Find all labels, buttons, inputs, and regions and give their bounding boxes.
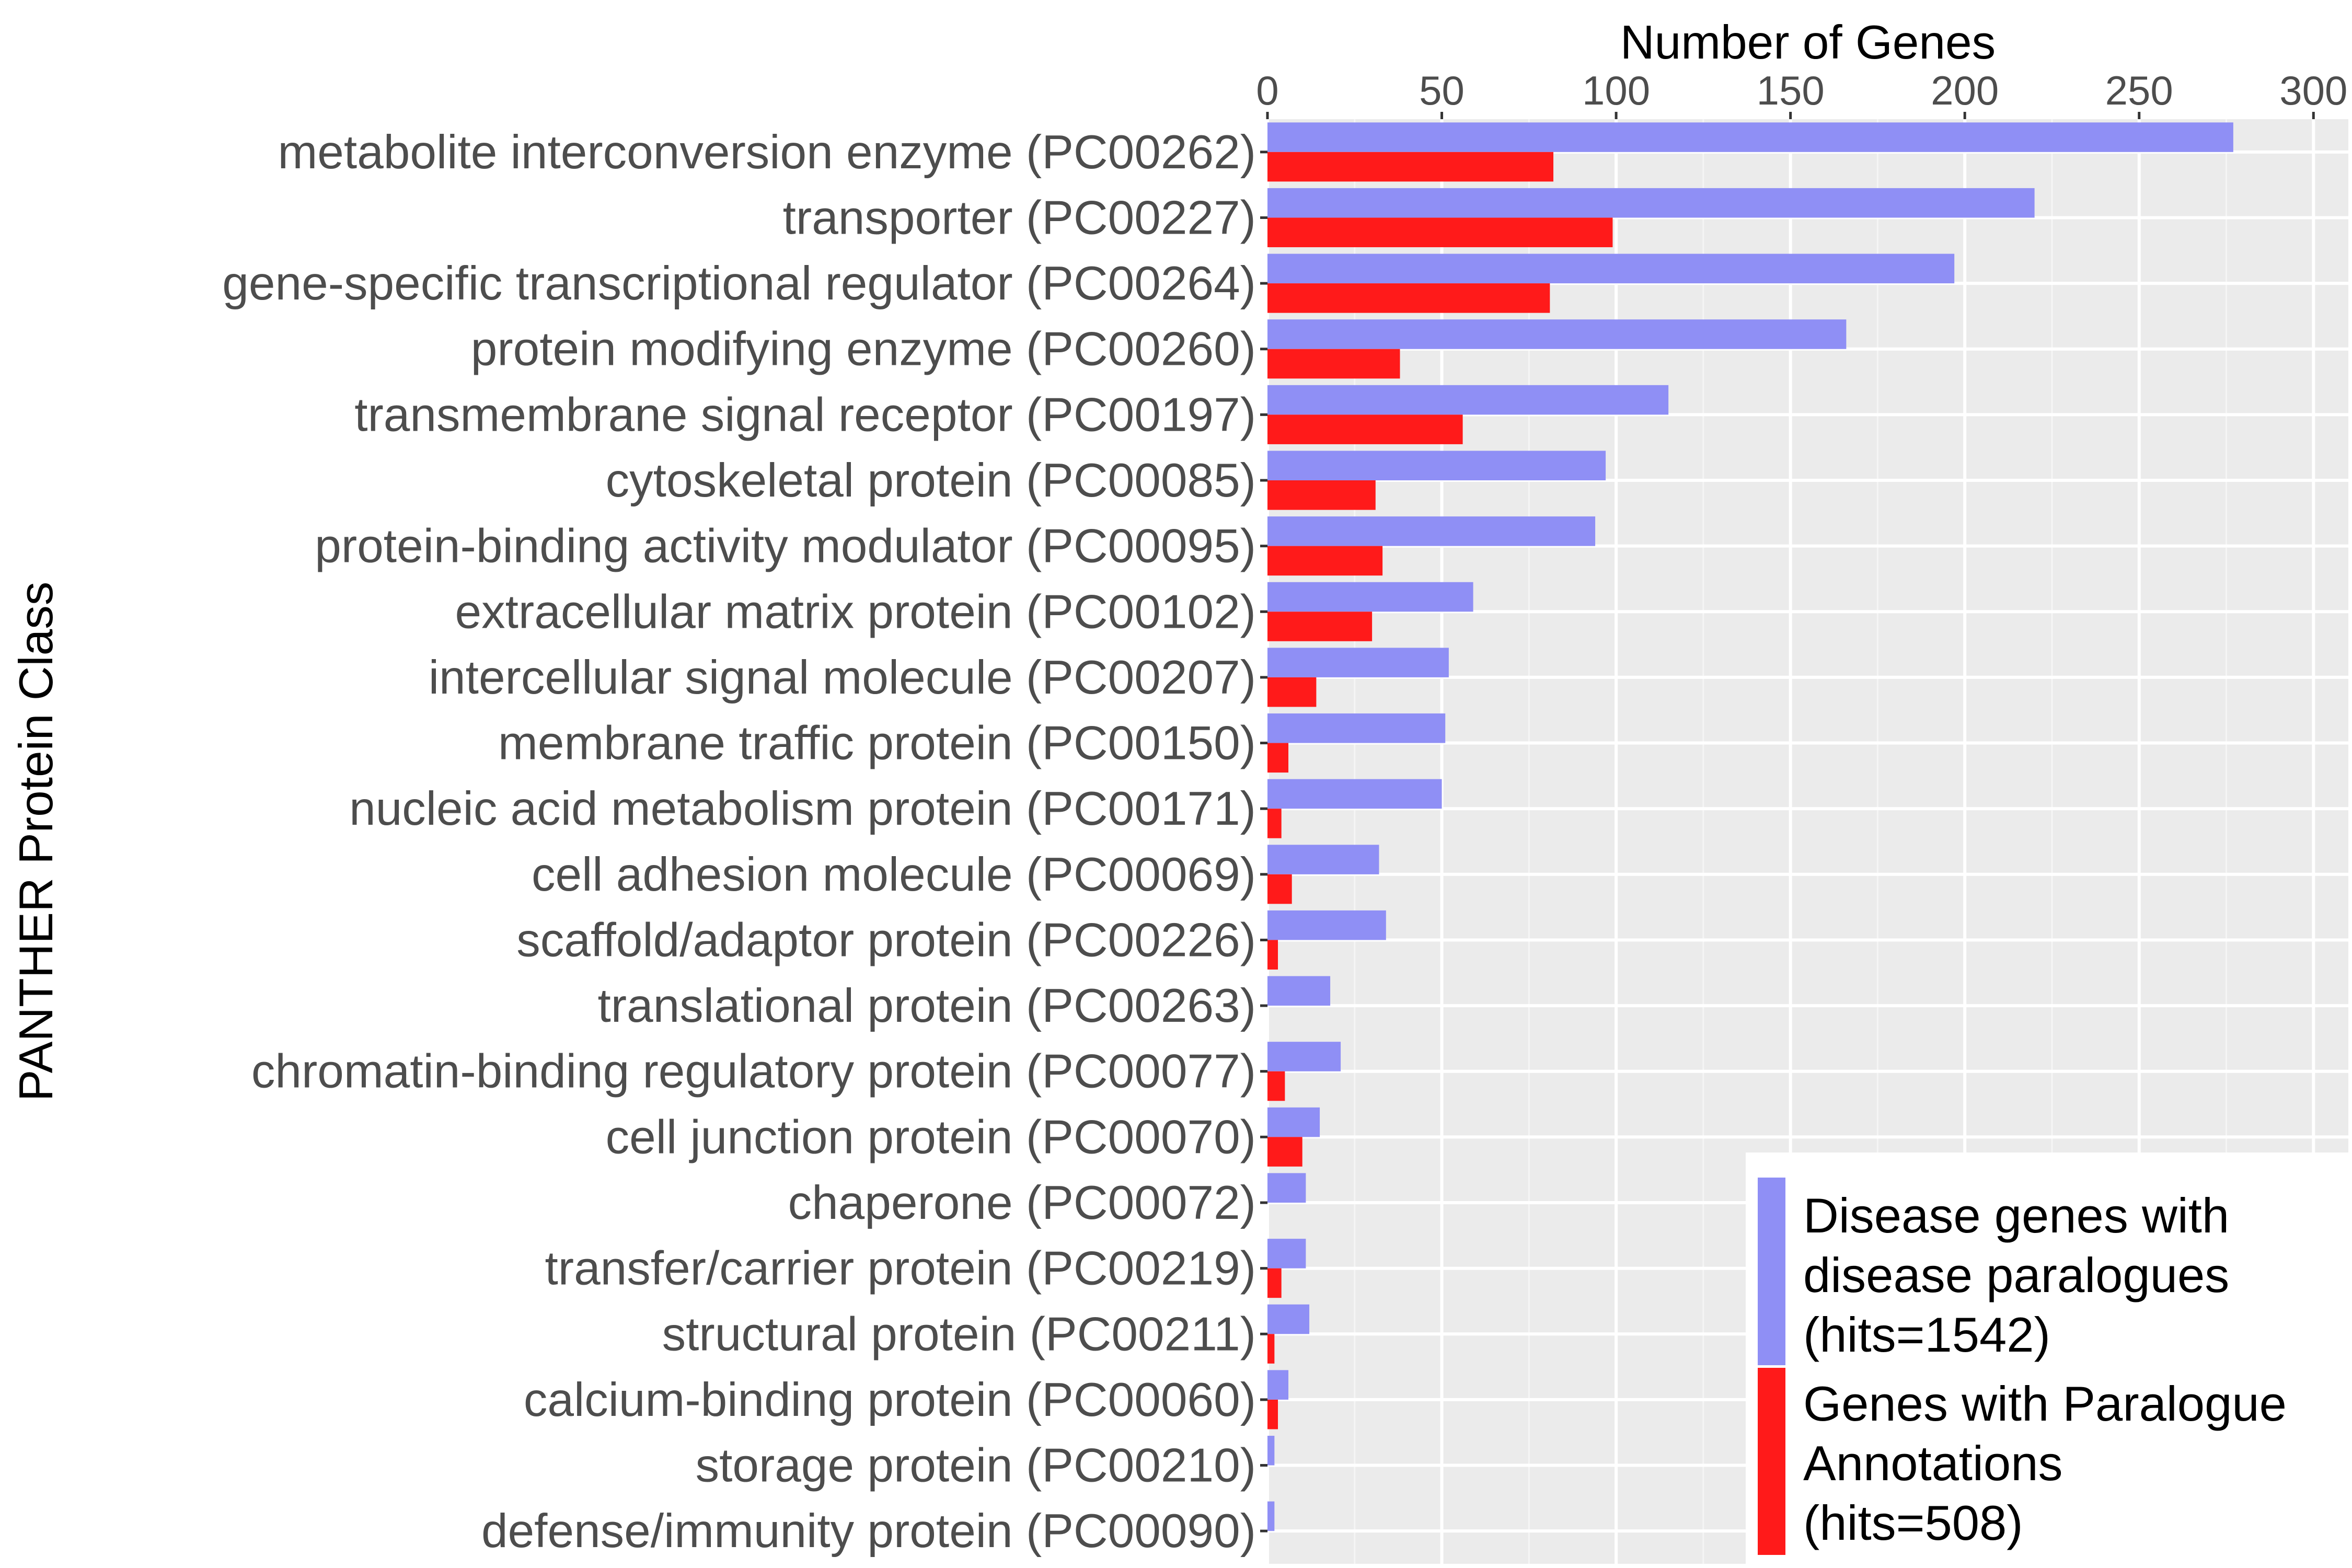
category-label: gene-specific transcriptional regulator … [222,257,1256,310]
bar-disease-genes [1267,253,1955,284]
x-tick-label: 200 [1931,67,1999,113]
category-labels: metabolite interconversion enzyme (PC002… [222,126,1267,1558]
legend-line: (hits=508) [1803,1495,2023,1550]
legend-key-disease-genes [1758,1178,1785,1365]
category-label: cell junction protein (PC00070) [606,1111,1256,1163]
category-label: nucleic acid metabolism protein (PC00171… [349,782,1256,835]
bar-paralogue-annotations [1267,1268,1282,1298]
legend-line: Disease genes with [1803,1188,2229,1243]
bar-paralogue-annotations [1267,283,1550,313]
bar-disease-genes [1267,910,1386,940]
category-label: transfer/carrier protein (PC00219) [545,1242,1256,1295]
category-label: protein-binding activity modulator (PC00… [315,520,1256,573]
bar-disease-genes [1267,1042,1341,1071]
category-label: calcium-binding protein (PC00060) [524,1374,1256,1426]
bar-paralogue-annotations [1267,217,1613,247]
category-label: cell adhesion molecule (PC00069) [532,848,1256,901]
x-tick-label: 250 [2105,67,2173,113]
category-label: metabolite interconversion enzyme (PC002… [278,126,1256,179]
bar-disease-genes [1267,582,1473,612]
legend-label-disease-genes: Disease genes with disease paralogues (h… [1803,1188,2243,1362]
bar-paralogue-annotations [1267,546,1383,576]
bar-disease-genes [1267,1436,1275,1466]
category-label: cytoskeletal protein (PC00085) [606,454,1256,507]
x-tick-label: 100 [1582,67,1650,113]
bar-disease-genes [1267,845,1379,874]
bar-disease-genes [1267,1107,1320,1137]
bar-disease-genes [1267,1370,1289,1400]
y-axis-title: PANTHER Protein Class [10,582,63,1102]
legend-background [1746,1152,2352,1568]
legend: Disease genes with disease paralogues (h… [1746,1152,2352,1568]
x-tick-label: 0 [1256,67,1278,113]
bar-disease-genes [1267,1239,1306,1269]
x-axis-title: Number of Genes [1620,16,1996,69]
bar-paralogue-annotations [1267,349,1400,379]
bar-disease-genes [1267,319,1847,349]
bar-disease-genes [1267,385,1669,415]
category-label: storage protein (PC00210) [696,1439,1256,1492]
category-label: chromatin-binding regulatory protein (PC… [251,1045,1256,1098]
bar-disease-genes [1267,122,2233,152]
category-label: intercellular signal molecule (PC00207) [429,651,1256,704]
legend-line: (hits=1542) [1803,1307,2050,1362]
category-label: extracellular matrix protein (PC00102) [455,585,1256,638]
bar-paralogue-annotations [1267,809,1282,838]
bar-disease-genes [1267,1501,1275,1531]
bar-paralogue-annotations [1267,1399,1278,1429]
bars [1267,122,2233,1531]
bar-disease-genes [1267,779,1442,809]
bar-disease-genes [1267,1304,1310,1334]
bar-paralogue-annotations [1267,1334,1275,1364]
category-label: membrane traffic protein (PC00150) [498,717,1256,770]
category-label: transmembrane signal receptor (PC00197) [354,388,1256,441]
x-tick-label: 50 [1419,67,1465,113]
x-axis-ticks: 0 50 100 150 200 250 300 [1256,67,2347,119]
category-label: scaffold/adaptor protein (PC00226) [516,914,1256,966]
legend-key-paralogue-annotations [1758,1368,1785,1555]
bar-paralogue-annotations [1267,152,1554,182]
bar-disease-genes [1267,516,1596,546]
bar-paralogue-annotations [1267,940,1278,970]
category-label: defense/immunity protein (PC00090) [481,1505,1256,1558]
bar-paralogue-annotations [1267,414,1463,444]
bar-paralogue-annotations [1267,480,1376,510]
bar-paralogue-annotations [1267,1071,1285,1101]
x-tick-label: 150 [1757,67,1825,113]
legend-line: Genes with Paralogue [1803,1376,2287,1431]
legend-line: Annotations [1803,1436,2062,1491]
bar-disease-genes [1267,976,1331,1006]
bar-paralogue-annotations [1267,677,1317,707]
bar-disease-genes [1267,713,1446,743]
category-label: chaperone (PC00072) [788,1177,1256,1229]
bar-disease-genes [1267,188,2035,218]
bar-paralogue-annotations [1267,743,1289,773]
category-label: protein modifying enzyme (PC00260) [471,323,1256,376]
legend-line: disease paralogues [1803,1248,2229,1302]
legend-label-paralogue-annotations: Genes with Paralogue Annotations (hits=5… [1803,1376,2300,1550]
bar-paralogue-annotations [1267,1137,1302,1167]
x-tick-label: 300 [2279,67,2347,113]
category-label: translational protein (PC00263) [597,979,1256,1032]
bar-disease-genes [1267,648,1449,677]
bar-disease-genes [1267,451,1606,480]
category-label: structural protein (PC00211) [662,1308,1256,1361]
bar-paralogue-annotations [1267,612,1373,641]
category-label: transporter (PC00227) [783,191,1256,244]
bar-paralogue-annotations [1267,874,1292,904]
bar-disease-genes [1267,1173,1306,1203]
